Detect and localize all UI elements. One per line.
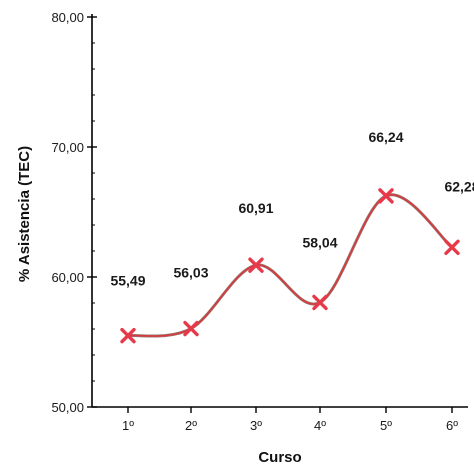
y-tick-label: 60,00	[51, 270, 84, 285]
data-point-marker	[444, 239, 460, 256]
x-tick-label: 6º	[446, 418, 458, 433]
series-layer	[120, 188, 460, 344]
data-label: 58,04	[302, 234, 337, 250]
data-point-marker	[248, 257, 264, 273]
data-label: 66,24	[368, 129, 403, 145]
data-point-marker	[378, 188, 394, 204]
x-tick-label: 3º	[250, 418, 262, 433]
y-tick-label: 50,00	[51, 400, 84, 415]
data-point-marker	[312, 294, 328, 311]
data-label: 56,03	[173, 265, 208, 281]
data-point-marker	[183, 320, 199, 337]
x-axis-title: Curso	[258, 449, 301, 466]
x-tick-label: 2º	[185, 418, 197, 433]
data-label: 62,28	[444, 178, 474, 194]
y-tick-label: 80,00	[51, 10, 84, 25]
marker-stroke	[378, 188, 394, 204]
marker-stroke	[444, 239, 460, 256]
data-label: 55,49	[110, 273, 145, 289]
axes-layer: 50,00 60,00 70,00 80,00 1º 2º 3º 4º 5º 6º	[51, 10, 468, 433]
labels-layer: 55,49 56,03 60,91 58,04 66,24 62,28	[110, 129, 474, 289]
marker-stroke	[312, 294, 328, 311]
marker-stroke	[183, 320, 199, 337]
x-tick-label: 4º	[314, 418, 326, 433]
y-axis-title: % Asistencia (TEC)	[16, 146, 33, 282]
x-tick-label: 1º	[122, 418, 134, 433]
data-label: 60,91	[238, 200, 273, 216]
marker-stroke	[120, 327, 136, 344]
marker-stroke	[248, 257, 264, 273]
x-tick-label: 5º	[380, 418, 392, 433]
data-point-marker	[120, 327, 136, 344]
y-tick-label: 70,00	[51, 140, 84, 155]
